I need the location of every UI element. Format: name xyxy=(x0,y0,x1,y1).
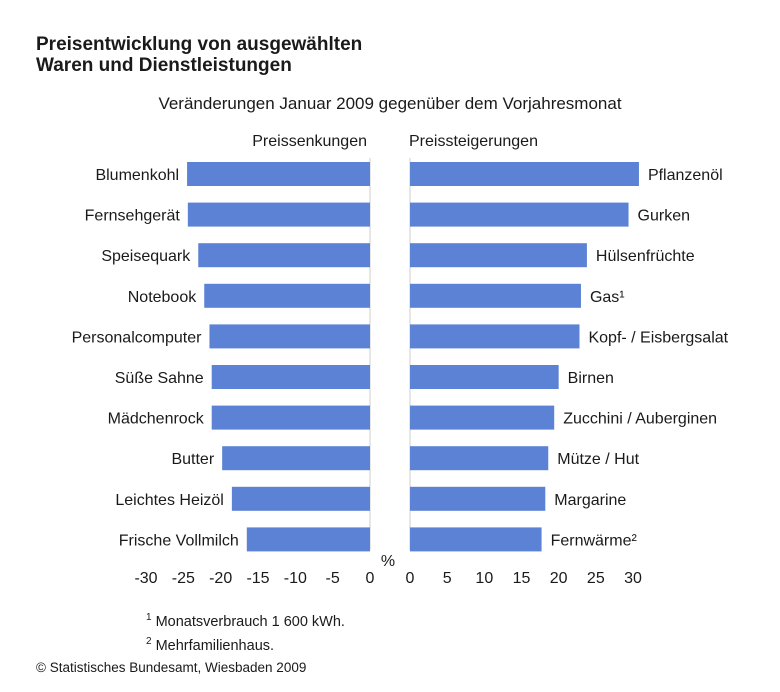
footnote-1: 1 Monatsverbrauch 1 600 kWh. xyxy=(146,608,345,632)
left-bar xyxy=(231,486,370,511)
left-category-label: Butter xyxy=(171,451,214,468)
footnote-2-text: Mehrfamilienhaus. xyxy=(155,637,275,654)
footnote-2-mark: 2 xyxy=(146,635,152,647)
right-bar xyxy=(410,202,629,227)
left-tick-label: -25 xyxy=(172,570,195,587)
right-category-label: Fernwärme² xyxy=(551,532,638,549)
right-bar xyxy=(410,527,542,552)
left-bar xyxy=(222,446,370,471)
left-category-label: Speisequark xyxy=(101,248,191,265)
source-credit: © Statistisches Bundesamt, Wiesbaden 200… xyxy=(36,660,307,675)
right-category-label: Kopf- / Eisbergsalat xyxy=(588,329,728,346)
right-tick-label: 25 xyxy=(587,570,605,587)
left-category-label: Notebook xyxy=(128,289,197,306)
left-bar xyxy=(187,162,370,186)
left-tick-label: -15 xyxy=(246,570,269,587)
right-bar xyxy=(410,283,581,308)
footnotes: 1 Monatsverbrauch 1 600 kWh. 2 Mehrfamilie… xyxy=(146,608,345,656)
right-category-label: Zucchini / Auberginen xyxy=(563,411,717,428)
left-bar xyxy=(204,283,370,308)
footnote-2: 2 Mehrfamilienhaus. xyxy=(146,632,345,656)
left-tick-label: -20 xyxy=(209,570,232,587)
right-category-label: Margarine xyxy=(554,492,626,509)
left-panel-label: Preissenkungen xyxy=(252,133,367,150)
right-tick-label: 20 xyxy=(550,570,568,587)
left-category-label: Personalcomputer xyxy=(72,329,203,346)
right-tick-label: 30 xyxy=(624,570,642,587)
left-category-label: Mädchenrock xyxy=(108,411,205,428)
left-bar xyxy=(211,365,370,389)
right-category-label: Pflanzenöl xyxy=(648,167,723,184)
left-bar xyxy=(246,527,370,552)
left-tick-label: -10 xyxy=(284,570,307,587)
right-category-label: Gas¹ xyxy=(590,289,625,306)
right-bar xyxy=(410,243,587,268)
right-category-label: Birnen xyxy=(568,370,614,387)
chart-title: Preisentwicklung von ausgewählten Waren … xyxy=(36,34,362,76)
left-tick-label: 0 xyxy=(366,570,375,587)
right-category-label: Gurken xyxy=(638,208,690,225)
right-tick-label: 5 xyxy=(443,570,452,587)
left-category-label: Leichtes Heizöl xyxy=(115,492,224,509)
left-bar xyxy=(211,405,370,430)
left-category-label: Fernsehgerät xyxy=(85,208,181,225)
right-panel-label: Preissteigerungen xyxy=(409,133,538,150)
right-bar xyxy=(410,365,559,389)
right-tick-label: 0 xyxy=(406,570,415,587)
right-bar xyxy=(410,486,546,511)
left-category-label: Frische Vollmilch xyxy=(119,532,239,549)
chart-subtitle: Veränderungen Januar 2009 gegenüber dem … xyxy=(158,94,622,113)
right-bar xyxy=(410,324,580,349)
right-category-label: Hülsenfrüchte xyxy=(596,248,695,265)
right-tick-label: 10 xyxy=(475,570,493,587)
chart-title-line-2: Waren und Dienstleistungen xyxy=(36,55,292,76)
right-category-label: Mütze / Hut xyxy=(557,451,639,468)
right-bar xyxy=(410,446,549,471)
footnote-1-text: Monatsverbrauch 1 600 kWh. xyxy=(155,613,345,630)
right-bar xyxy=(410,405,555,430)
footnote-1-mark: 1 xyxy=(146,612,152,623)
left-bar xyxy=(187,202,370,227)
left-category-label: Süße Sahne xyxy=(115,370,204,387)
right-bar xyxy=(410,162,639,186)
left-bar xyxy=(209,324,370,349)
left-bar xyxy=(198,243,370,268)
chart-title-line-1: Preisentwicklung von ausgewählten xyxy=(36,34,363,55)
left-tick-label: -5 xyxy=(326,570,340,587)
left-tick-label: -30 xyxy=(134,570,157,587)
left-category-label: Blumenkohl xyxy=(95,167,179,184)
unit-label: % xyxy=(381,553,395,570)
right-tick-label: 15 xyxy=(513,570,531,587)
